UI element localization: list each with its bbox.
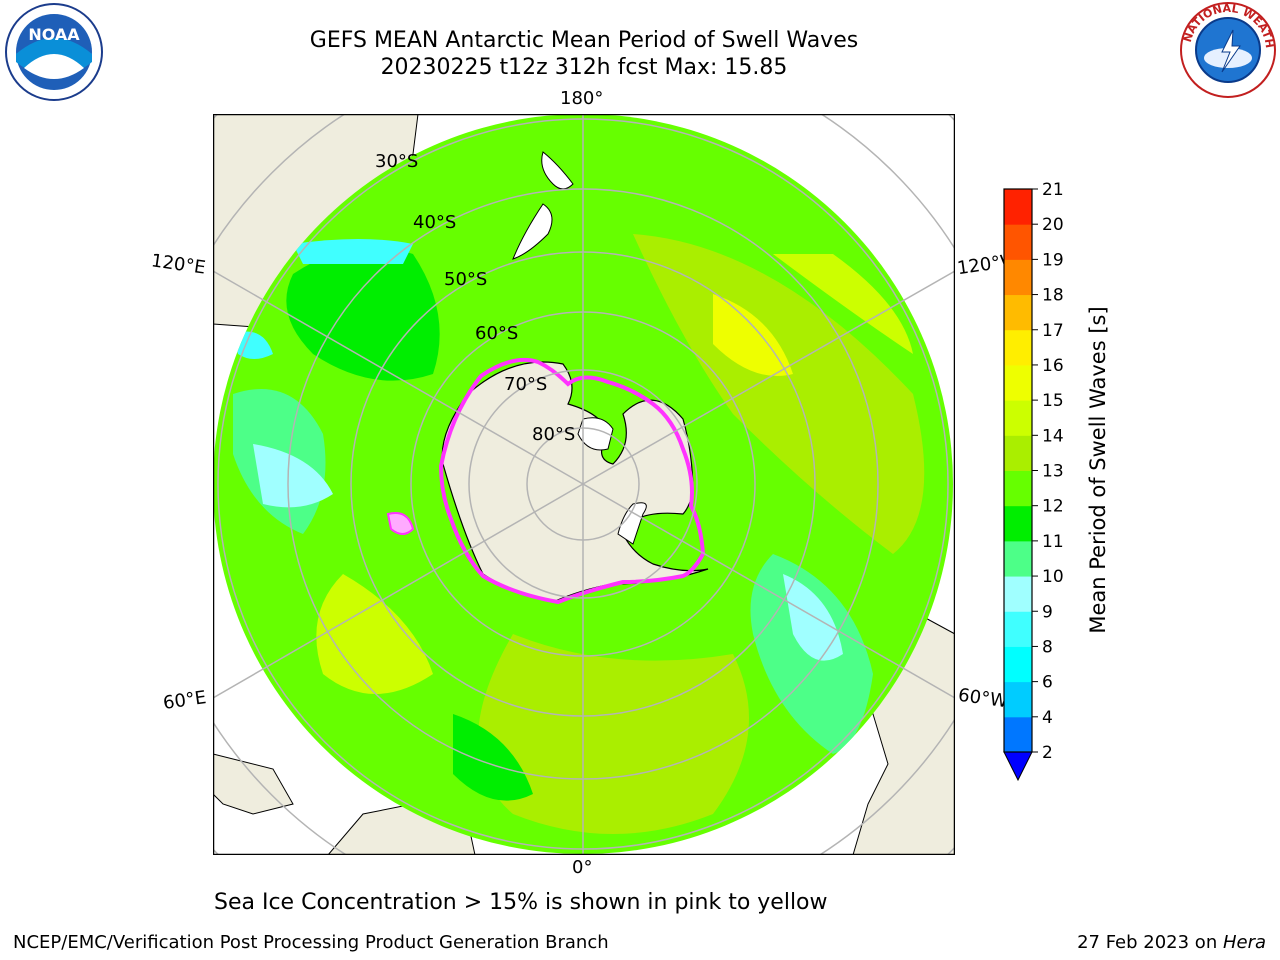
lat-label-30s: 30°S: [375, 151, 419, 172]
colorbar: 2 4 6 8 9 10 11 12 13 14 15 16 17 18 19 20 21: [1003, 180, 1064, 782]
colorbar-tick-label: 19: [1042, 250, 1064, 270]
svg-text:NOAA: NOAA: [28, 25, 80, 44]
lat-label-50s: 50°S: [444, 269, 488, 290]
footer-credit: NCEP/EMC/Verification Post Processing Pr…: [13, 932, 609, 953]
colorbar-tick-label: 9: [1042, 602, 1053, 622]
antarctic-peninsula: [617, 502, 647, 545]
colorbar-tick-label: 6: [1042, 673, 1053, 693]
colorbar-segment: [1004, 576, 1032, 612]
sea-ice-note: Sea Ice Concentration > 15% is shown in …: [214, 890, 828, 915]
colorbar-segment: [1004, 294, 1032, 331]
nws-logo: NATIONAL WEATHER SERVICE: [1178, 0, 1276, 98]
lat-label-60s: 60°S: [475, 323, 519, 344]
chart-subtitle: 20230225 t12z 312h fcst Max: 15.85: [380, 55, 788, 80]
colorbar-tick-label: 16: [1042, 356, 1064, 376]
colorbar-tick-label: 13: [1042, 462, 1064, 482]
colorbar-segment: [1004, 400, 1032, 436]
colorbar-tick-label: 12: [1042, 497, 1064, 517]
colorbar-segment: [1004, 189, 1032, 225]
colorbar-segment: [1004, 716, 1032, 753]
colorbar-tick-label: 8: [1042, 637, 1053, 657]
footer-date: 27 Feb 2023 on Hera: [1077, 932, 1266, 953]
colorbar-tick-label: 4: [1042, 708, 1053, 728]
lat-label-70s: 70°S: [504, 374, 548, 395]
colorbar-tick-label: 2: [1042, 743, 1053, 763]
colorbar-tick-label: 18: [1042, 286, 1064, 306]
colorbar-segment: [1004, 224, 1032, 260]
colorbar-tick-label: 14: [1042, 426, 1064, 446]
lon-label-60e: 60°E: [161, 687, 208, 714]
chart-title: GEFS MEAN Antarctic Mean Period of Swell…: [309, 28, 859, 53]
sea-ice-edge: [438, 357, 706, 605]
footer-host: Hera: [1222, 932, 1266, 953]
colorbar-segment: [1004, 505, 1032, 542]
colorbar-tick-label: 15: [1042, 391, 1064, 411]
lat-label-40s: 40°S: [413, 212, 457, 233]
field-patches: [233, 234, 925, 834]
colorbar-segment: [1004, 259, 1032, 296]
lon-label-0: 0°: [572, 857, 593, 878]
polar-map: [213, 114, 955, 855]
noaa-logo: NOAA: [5, 3, 103, 101]
colorbar-segment: [1004, 435, 1032, 471]
colorbar-segment: [1004, 646, 1032, 683]
colorbar-tick-label: 21: [1042, 180, 1064, 200]
lon-label-180: 180°: [560, 88, 604, 109]
colorbar-under-arrow: [1003, 751, 1033, 782]
colorbar-segment: [1004, 364, 1032, 401]
colorbar-tick-label: 20: [1042, 215, 1064, 235]
colorbar-tick-label: 11: [1042, 532, 1064, 552]
lat-label-80s: 80°S: [532, 424, 576, 445]
colorbar-segment: [1004, 329, 1032, 366]
colorbar-segment: [1004, 540, 1032, 577]
footer-date-text: 27 Feb 2023 on: [1077, 932, 1223, 953]
colorbar-tick-label: 10: [1042, 567, 1064, 587]
colorbar-segment: [1004, 681, 1032, 718]
colorbar-segment: [1004, 470, 1032, 507]
colorbar-label: Mean Period of Swell Waves [s]: [1086, 306, 1110, 634]
lon-label-120e: 120°E: [149, 250, 207, 279]
graticule: [213, 114, 955, 855]
colorbar-segment: [1004, 611, 1032, 647]
colorbar-tick-label: 17: [1042, 321, 1064, 341]
